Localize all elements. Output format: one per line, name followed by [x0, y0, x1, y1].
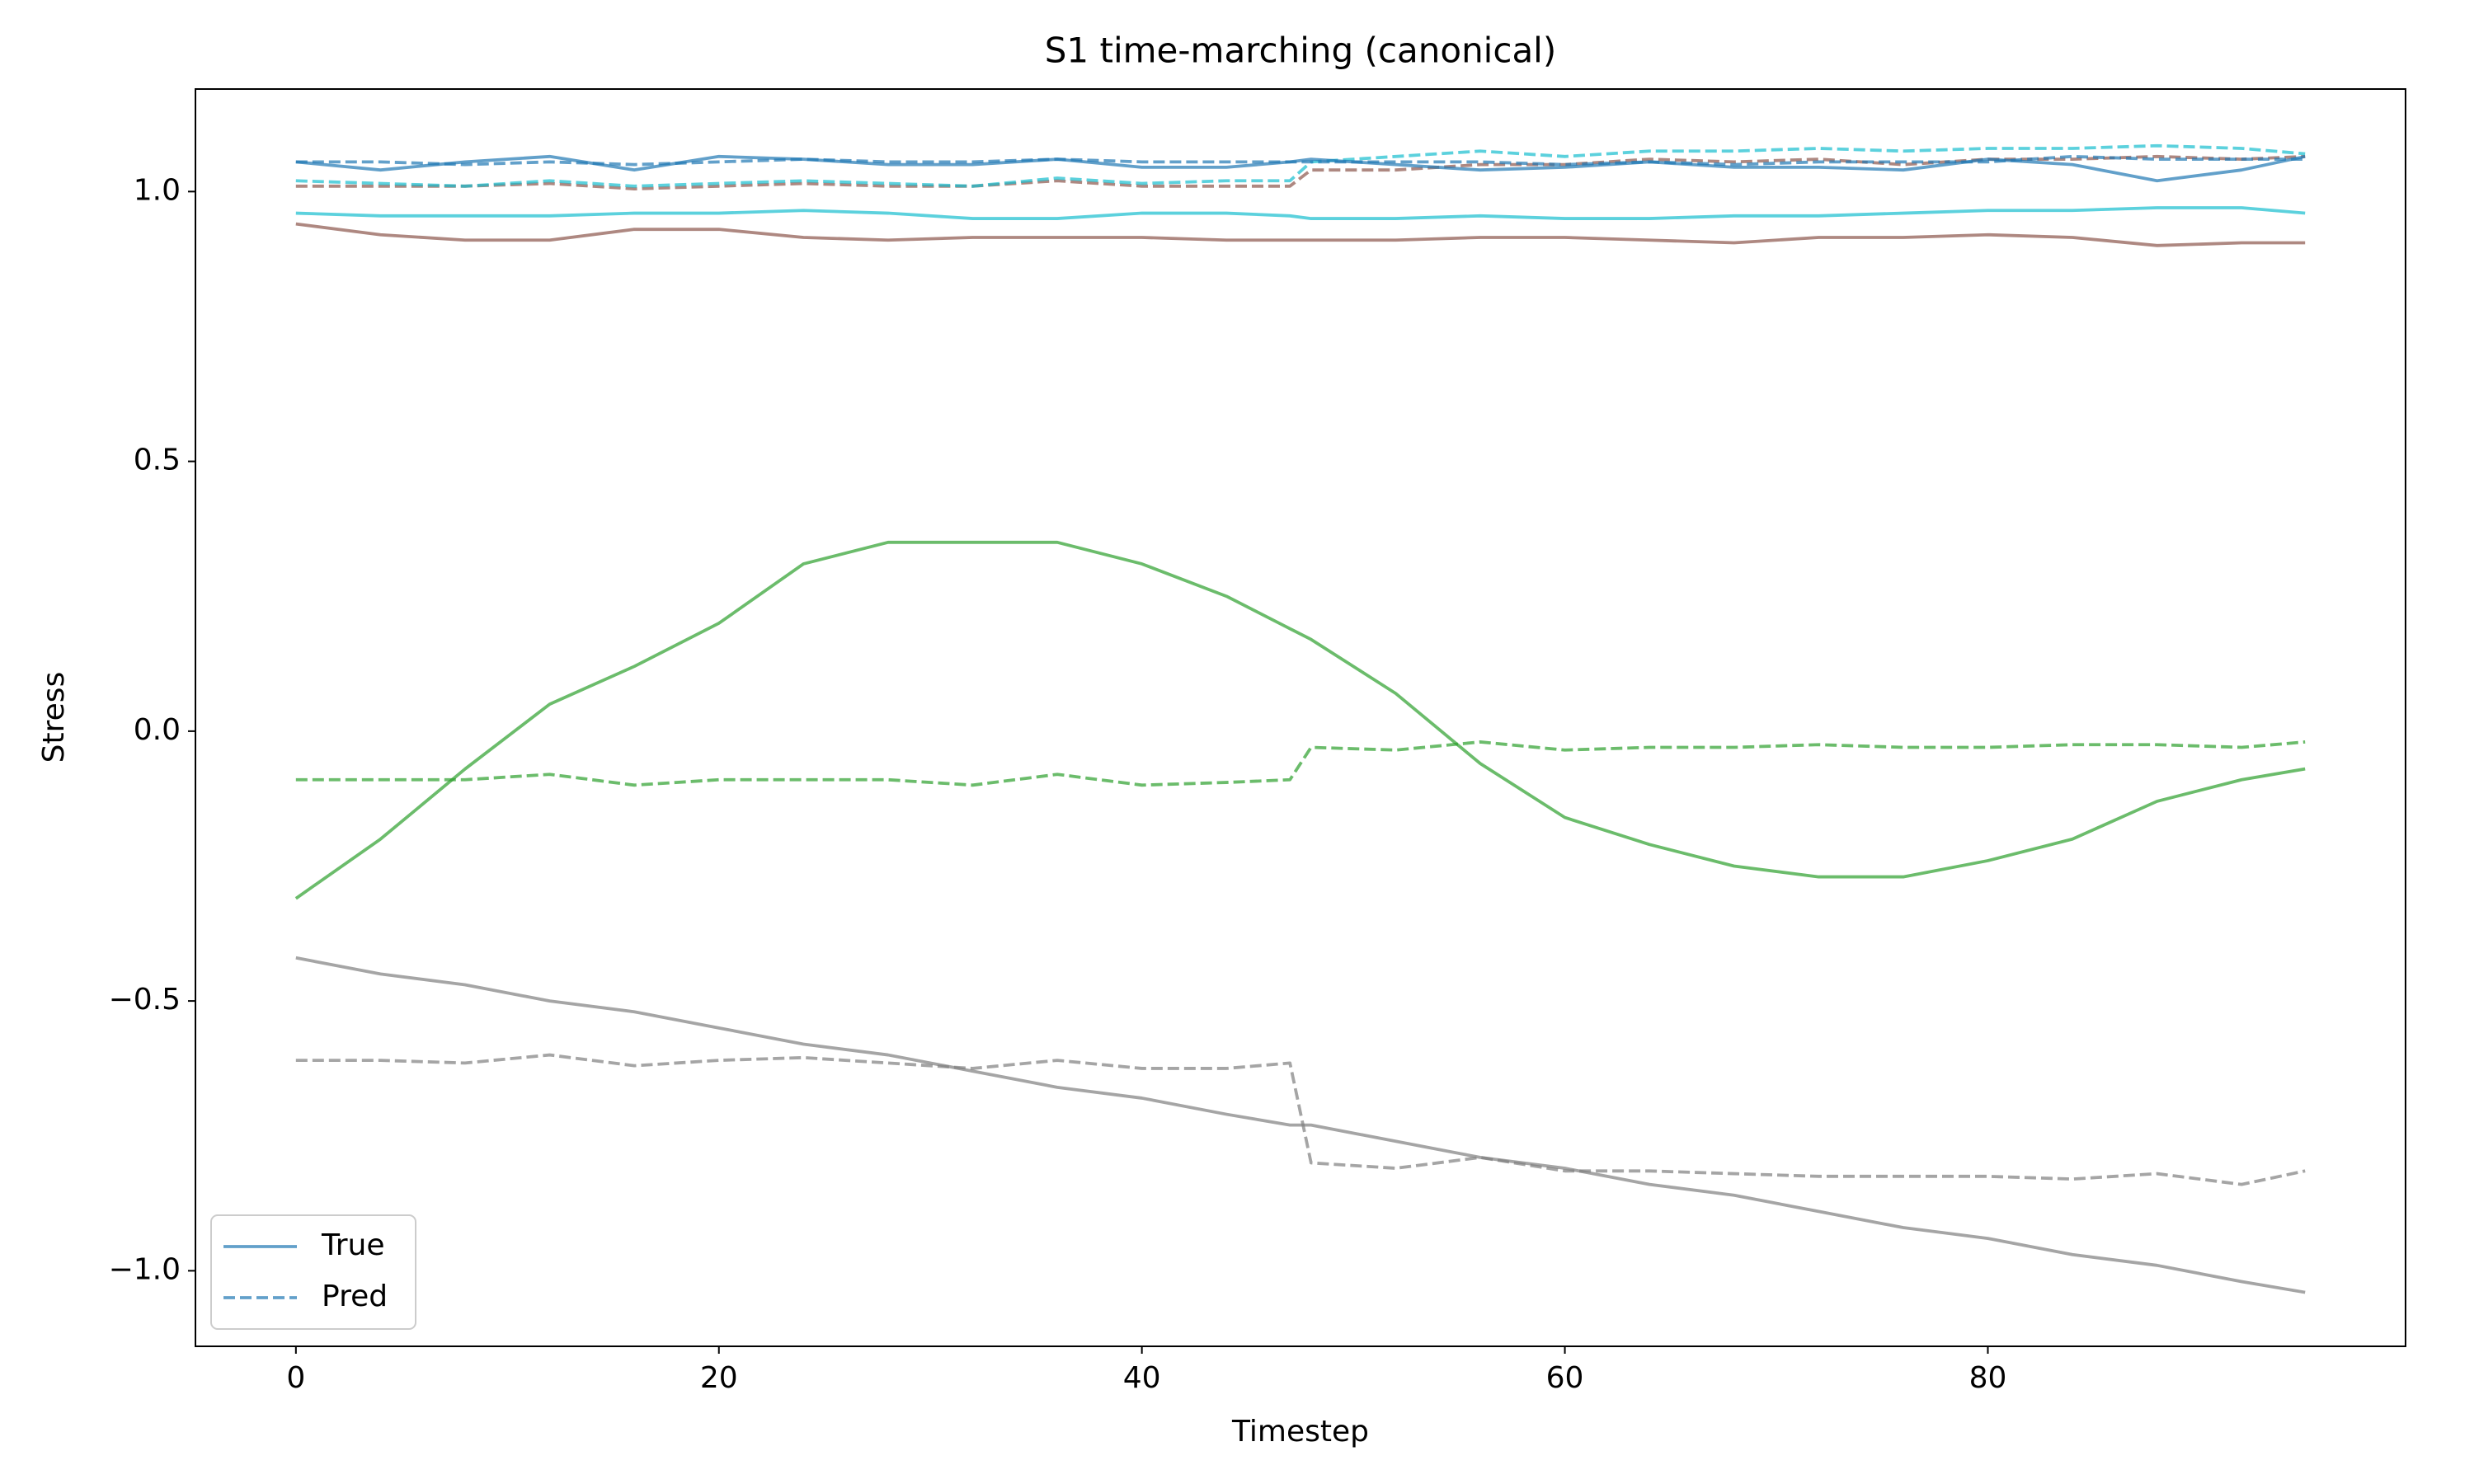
x-tick-label: 20	[700, 1361, 738, 1395]
series-line	[295, 956, 2306, 1294]
series-line	[294, 540, 2306, 900]
series-line	[295, 1053, 2306, 1186]
legend-label: True	[321, 1228, 384, 1262]
series-line	[295, 154, 2306, 167]
x-tick-label: 60	[1546, 1361, 1584, 1395]
x-tick-label: 80	[1969, 1361, 2007, 1395]
chart-title: S1 time-marching (canonical)	[1045, 31, 1556, 71]
y-tick-label: 0.5	[134, 444, 181, 477]
y-tick-label: −1.0	[109, 1252, 181, 1286]
y-axis-label: Stress	[37, 672, 71, 763]
y-tick-label: 1.0	[134, 173, 181, 207]
y-tick-label: −0.5	[109, 983, 181, 1017]
y-tick-label: 0.0	[134, 713, 181, 747]
x-tick-label: 40	[1123, 1361, 1161, 1395]
series-line	[295, 222, 2306, 247]
x-tick-label: 0	[286, 1361, 305, 1395]
series-line	[295, 740, 2306, 787]
series-line	[295, 206, 2306, 220]
series-line	[295, 143, 2306, 188]
x-axis-label: Timestep	[1231, 1415, 1369, 1449]
series-line	[295, 154, 2306, 183]
legend-box	[210, 1214, 416, 1330]
legend-label: Pred	[322, 1280, 388, 1313]
plot-frame	[195, 88, 2406, 1347]
